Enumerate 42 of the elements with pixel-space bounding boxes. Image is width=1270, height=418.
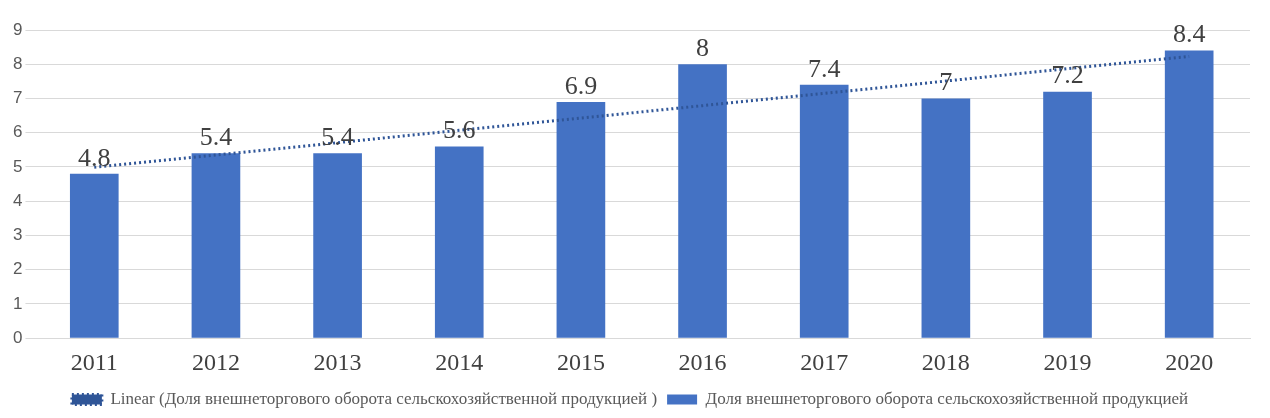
y-tick-label: 4 [12, 190, 23, 210]
y-tick-label: 9 [12, 19, 23, 39]
data-label: 8 [696, 33, 710, 63]
data-label: 8.4 [1172, 19, 1206, 49]
data-label: 7 [939, 67, 953, 97]
x-tick-label: 2013 [313, 348, 362, 375]
x-tick-label: 2012 [191, 348, 240, 375]
data-label: 5.4 [321, 122, 354, 152]
y-tick-label: 3 [12, 225, 23, 245]
x-tick-label: 2020 [1165, 348, 1214, 375]
legend-label: Linear (Доля внешнеторгового оборота сельскохозяйственной продукцией ) [110, 388, 658, 408]
legend-label: Доля внешнеторгового оборота сельскохозяйственной продукцией [705, 388, 1189, 408]
bar [69, 173, 119, 338]
y-tick-label: 2 [12, 259, 23, 279]
data-label: 7.4 [807, 53, 841, 83]
y-tick-label: 5 [12, 156, 23, 176]
data-label: 5.4 [199, 122, 233, 152]
x-tick-label: 2016 [678, 348, 727, 375]
y-tick-label: 8 [12, 53, 23, 73]
bar [1043, 91, 1092, 338]
y-tick-label: 7 [12, 88, 23, 108]
y-tick-label: 0 [12, 327, 23, 347]
bar [191, 153, 241, 338]
data-label: 7.2 [1051, 60, 1084, 90]
bar [1164, 50, 1214, 338]
data-label: 4.8 [78, 142, 111, 172]
data-label: 5.6 [443, 115, 476, 145]
x-tick-label: 2017 [800, 348, 849, 375]
bar [921, 98, 971, 338]
data-label: 6.9 [564, 70, 598, 100]
bar [678, 64, 727, 338]
bar [434, 146, 484, 338]
x-tick-label: 2015 [556, 348, 605, 375]
x-tick-label: 2014 [435, 348, 484, 375]
x-tick-label: 2019 [1043, 348, 1092, 375]
bar [556, 101, 606, 338]
y-tick-label: 1 [12, 293, 23, 313]
bar [799, 84, 849, 338]
x-tick-label: 2018 [921, 348, 970, 375]
y-tick-label: 6 [12, 122, 23, 142]
bar [313, 153, 362, 338]
x-tick-label: 2011 [70, 348, 118, 375]
